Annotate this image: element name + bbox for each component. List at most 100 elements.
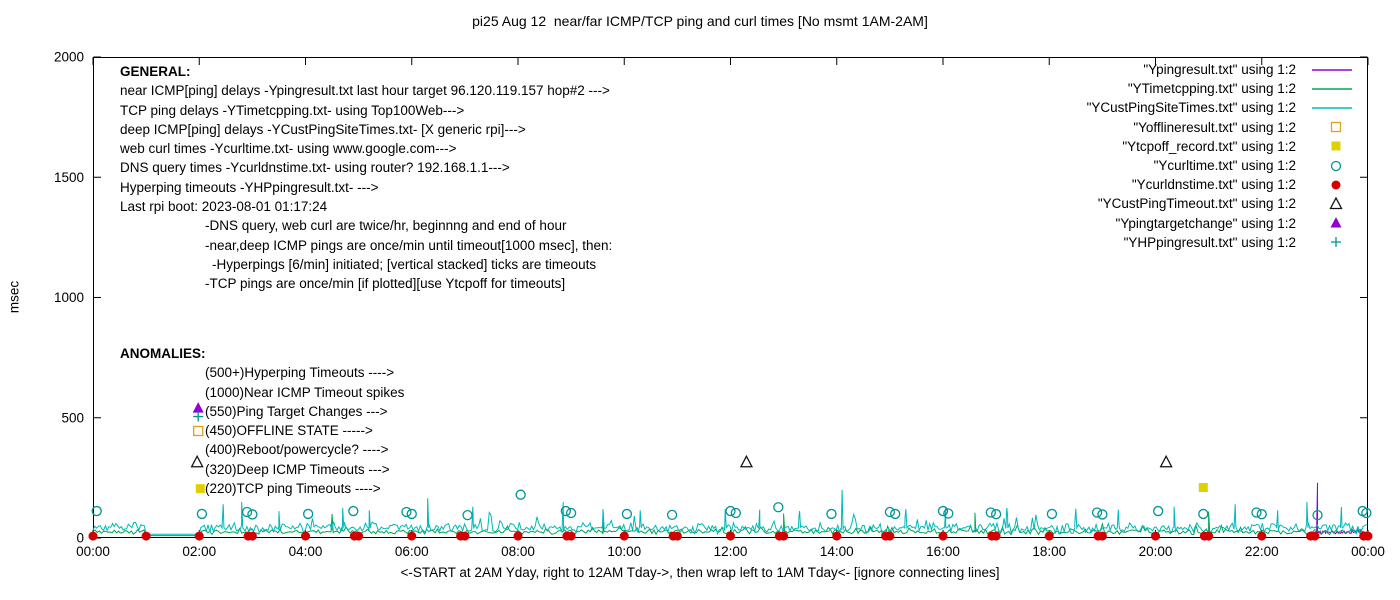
anomaly-line: (220)TCP ping Timeouts ----> xyxy=(205,481,381,497)
data-point-marker xyxy=(985,507,996,518)
x-tick-label: 12:00 xyxy=(714,544,748,559)
x-tick-label: 08:00 xyxy=(501,544,535,559)
data-point-marker xyxy=(301,531,310,541)
x-tick-label: 16:00 xyxy=(926,544,960,559)
data-point-marker xyxy=(247,531,257,541)
general-line: deep ICMP[ping] delays -YCustPingSiteTim… xyxy=(120,121,526,137)
data-point-marker xyxy=(193,425,204,437)
x-tick-label: 00:00 xyxy=(76,544,110,559)
data-point-marker xyxy=(885,531,895,541)
data-point-marker xyxy=(725,505,736,517)
data-point-marker xyxy=(1159,454,1173,468)
line-legend-sample xyxy=(1312,107,1352,109)
data-point-marker xyxy=(1329,196,1343,210)
x-axis-label: <-START at 2AM Yday, right to 12AM Tday-… xyxy=(400,565,1000,580)
data-point-marker xyxy=(1097,531,1107,541)
legend-entry: "YCustPingSiteTimes.txt" using 1:2 xyxy=(1087,98,1358,117)
y-tick-label: 1000 xyxy=(54,290,84,305)
data-point-marker xyxy=(303,508,314,520)
data-point-marker xyxy=(619,531,629,541)
general-line: web curl times -Ycurltime.txt- using www… xyxy=(120,141,457,157)
x-tick-label: 14:00 xyxy=(820,544,854,559)
anomaly-line: (550)Ping Target Changes ---> xyxy=(205,403,388,419)
data-point-marker xyxy=(515,489,526,500)
data-point-marker xyxy=(1312,510,1323,521)
data-point-marker xyxy=(666,509,678,521)
data-point-marker xyxy=(990,509,1002,520)
legend-label: "YTimetcpping.txt" using 1:2 xyxy=(1127,81,1296,97)
legend-label: "Ypingtargetchange" using 1:2 xyxy=(1115,215,1296,231)
chart-title: pi25 Aug 12 near/far ICMP/TCP ping and c… xyxy=(472,13,928,29)
data-point-marker xyxy=(348,505,359,517)
legend-label: "Ypingresult.txt" using 1:2 xyxy=(1143,62,1296,78)
open-square-legend-sample xyxy=(1330,122,1342,133)
general-line: -DNS query, web curl are twice/hr, begin… xyxy=(205,218,567,234)
data-point-marker xyxy=(560,505,571,517)
data-point-marker xyxy=(884,506,896,518)
series-YHPpingresult.txt xyxy=(193,411,204,422)
series-Ycurltime.txt xyxy=(91,489,1372,521)
x-tick-label: 02:00 xyxy=(182,544,216,559)
general-line: -near,deep ICMP pings are once/min until… xyxy=(205,237,613,253)
general-line: DNS query times -Ycurldnstime.txt- using… xyxy=(120,160,510,176)
data-point-marker xyxy=(91,505,102,517)
data-point-marker xyxy=(991,531,1001,541)
x-tick-label: 00:00 xyxy=(1351,544,1385,559)
data-point-marker xyxy=(1330,160,1342,171)
data-point-marker xyxy=(192,402,204,413)
y-tick-label: 2000 xyxy=(54,50,84,65)
data-point-marker xyxy=(779,531,789,541)
anomaly-line: (500+)Hyperping Timeouts ----> xyxy=(205,365,395,381)
data-point-marker xyxy=(406,508,417,520)
legend-label: "YCustPingTimeout.txt" using 1:2 xyxy=(1097,196,1296,212)
legend-label: "YCustPingSiteTimes.txt" using 1:2 xyxy=(1086,100,1296,116)
data-point-marker xyxy=(773,502,784,513)
data-point-marker xyxy=(1044,531,1054,541)
anomaly-line: (320)Deep ICMP Timeouts ---> xyxy=(205,461,390,477)
data-point-marker xyxy=(401,506,412,518)
anomalies-annotation: ANOMALIES: (500+)Hyperping Timeouts ----… xyxy=(120,344,404,498)
data-point-marker xyxy=(190,454,204,468)
data-point-marker xyxy=(566,531,576,541)
legend-entry: "Ypingresult.txt" using 1:2 xyxy=(1087,60,1358,79)
data-point-marker xyxy=(943,508,954,519)
anomaly-line: (400)Reboot/powercycle? ----> xyxy=(205,442,389,458)
legend-entry: "Ypingtargetchange" using 1:2 xyxy=(1087,214,1358,233)
data-point-marker xyxy=(460,531,470,541)
data-point-marker xyxy=(565,507,577,519)
data-point-marker xyxy=(726,531,735,541)
legend-label: "Ytcpoff_record.txt" using 1:2 xyxy=(1122,138,1296,154)
data-point-marker xyxy=(462,510,473,521)
legend-entry: "Yofflineresult.txt" using 1:2 xyxy=(1087,118,1358,137)
anomaly-line: (1000)Near ICMP Timeout spikes xyxy=(205,384,405,400)
data-point-marker xyxy=(1257,531,1267,541)
legend: "Ypingresult.txt" using 1:2 "YTimetcpping… xyxy=(1087,60,1358,252)
data-point-marker xyxy=(938,531,948,541)
series-YCustPingTimeout.txt xyxy=(190,454,1173,468)
legend-label: "Ycurldnstime.txt" using 1:2 xyxy=(1131,177,1296,193)
filled-triangle-legend-sample xyxy=(1330,217,1342,228)
series-Ypingtargetchange xyxy=(192,402,204,413)
data-point-marker xyxy=(195,484,205,494)
data-point-marker xyxy=(1256,509,1267,520)
data-point-marker xyxy=(1361,507,1372,519)
data-point-marker xyxy=(1330,122,1342,133)
data-point-marker xyxy=(1331,237,1341,248)
data-point-marker xyxy=(1151,531,1160,541)
series-line xyxy=(92,489,1367,536)
data-point-marker xyxy=(832,531,842,541)
general-line: near ICMP[ping] delays -Ypingresult.txt … xyxy=(120,83,610,99)
anomalies-lines: (500+)Hyperping Timeouts ----> (1000)Near… xyxy=(120,363,404,498)
filled-square-legend-sample xyxy=(1331,141,1341,151)
data-point-marker xyxy=(1091,507,1103,518)
data-point-marker xyxy=(1198,508,1209,520)
x-tick-label: 04:00 xyxy=(289,544,323,559)
data-point-marker xyxy=(407,531,417,541)
y-tick-label: 0 xyxy=(76,531,84,546)
x-tick-label: 22:00 xyxy=(1245,544,1279,559)
data-point-marker xyxy=(196,508,208,520)
legend-entry: "YCustPingTimeout.txt" using 1:2 xyxy=(1087,194,1358,213)
data-point-marker xyxy=(1331,180,1341,190)
data-point-marker xyxy=(354,531,364,541)
